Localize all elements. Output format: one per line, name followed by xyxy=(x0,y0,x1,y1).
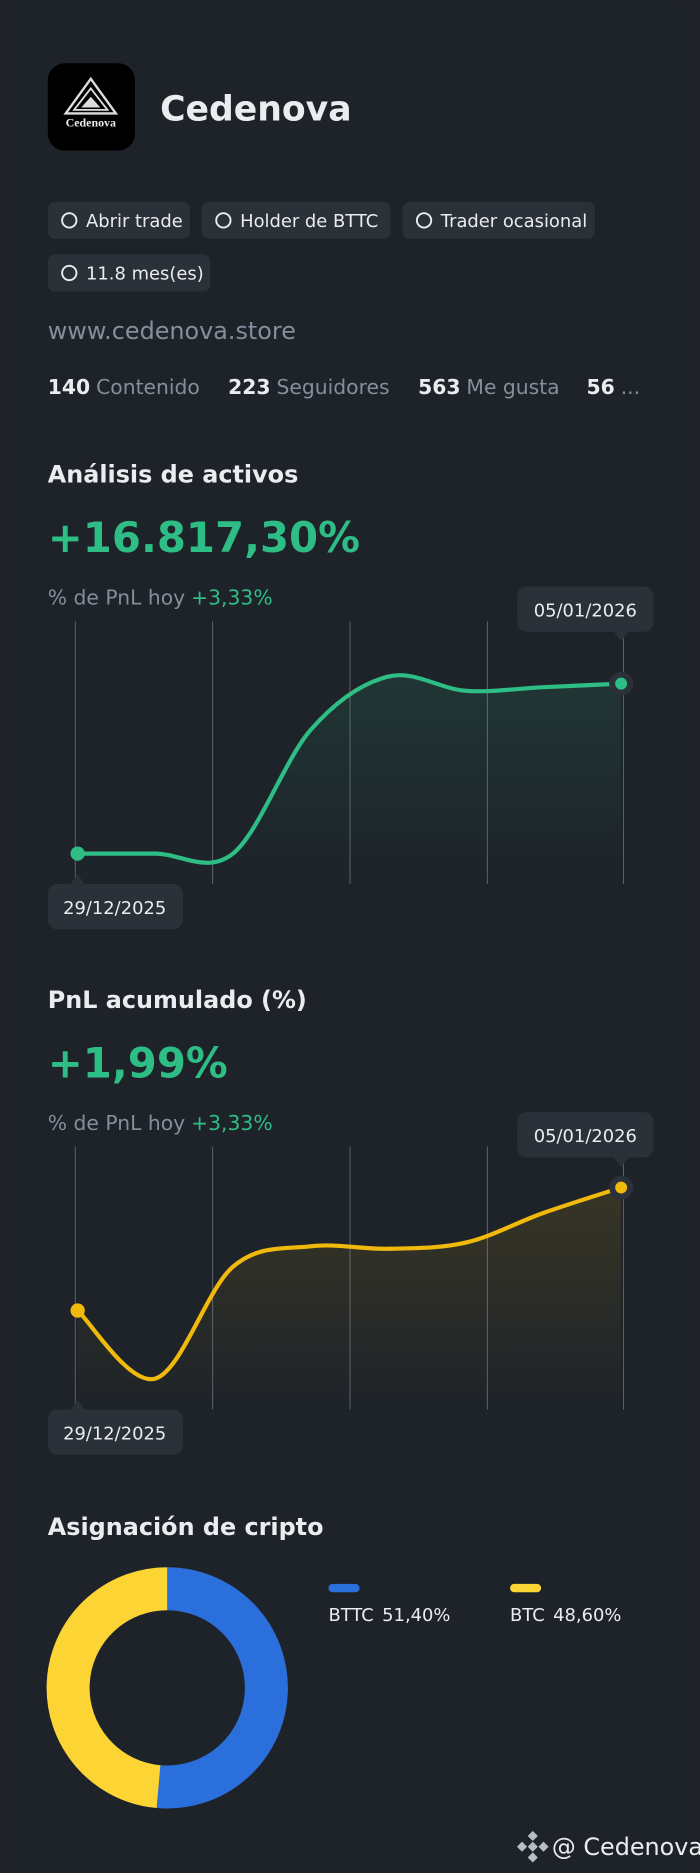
badge-icon xyxy=(61,264,78,282)
stat-label: Contenido xyxy=(96,375,200,399)
subtitle-label: % de PnL hoy xyxy=(48,585,185,609)
subtitle: % de PnL hoy +3,33% xyxy=(48,585,273,609)
badge-icon xyxy=(215,212,232,229)
subtitle-value: +3,33% xyxy=(191,585,272,609)
end-point xyxy=(615,677,628,690)
legend-label: BTTC xyxy=(328,1605,373,1626)
website: www.cedenova.store xyxy=(48,317,296,345)
badge-label: 11.8 mes(es) xyxy=(86,264,204,285)
badge xyxy=(402,201,595,239)
tooltip-pointer xyxy=(613,1157,629,1168)
stat-label: ... xyxy=(621,375,640,399)
logo: Cedenova xyxy=(47,63,135,151)
stat: 563 Me gusta xyxy=(418,375,560,399)
date-tooltip xyxy=(517,1112,654,1158)
legend-value: 48,60% xyxy=(553,1605,621,1626)
date-tooltip xyxy=(47,1409,183,1455)
badge xyxy=(47,254,211,292)
stat: 56... xyxy=(587,375,641,399)
badge-icon xyxy=(61,212,78,229)
end-date: 05/01/2026 xyxy=(534,600,637,621)
badge-label: Holder de BTTC xyxy=(240,211,378,232)
stat: 223 Seguidores xyxy=(228,375,389,399)
stat: 140 Contenido xyxy=(48,375,200,399)
line xyxy=(76,1185,622,1382)
headline-value: +16.817,30% xyxy=(48,513,360,562)
subtitle: % de PnL hoy +3,33% xyxy=(48,1111,273,1135)
line xyxy=(77,673,622,865)
stat-value: 140 xyxy=(48,375,90,399)
start-point xyxy=(70,846,85,861)
section-title: Asignación de cripto xyxy=(48,1513,324,1541)
badge-label: Abrir trade xyxy=(86,211,183,232)
legend-swatch xyxy=(328,1583,360,1593)
subtitle-label: % de PnL hoy xyxy=(48,1111,185,1135)
start-date: 29/12/2025 xyxy=(63,898,166,919)
stat-value: 223 xyxy=(228,375,270,399)
tooltip-pointer xyxy=(70,874,85,884)
start-point xyxy=(70,1303,85,1318)
line-area xyxy=(77,1187,622,1410)
legend-entry: BTC 48,60% xyxy=(510,1605,621,1626)
date-tooltip xyxy=(517,586,654,632)
badge xyxy=(47,201,190,239)
end-point xyxy=(615,1181,628,1194)
stat-value: 56 xyxy=(587,375,615,399)
badge-icon xyxy=(415,212,433,229)
profile-name: Cedenova xyxy=(160,90,352,130)
section-title: PnL acumulado (%) xyxy=(48,986,307,1014)
stat-value: 563 xyxy=(418,375,460,399)
badge-label: Trader ocasional xyxy=(440,211,587,232)
logo-text: Cedenova xyxy=(66,116,116,130)
start-date: 29/12/2025 xyxy=(63,1423,166,1444)
end-date: 05/01/2026 xyxy=(534,1126,637,1147)
stat-label: Seguidores xyxy=(277,375,390,399)
tooltip-pointer xyxy=(613,631,629,642)
subtitle-value: +3,33% xyxy=(191,1111,272,1135)
tooltip-pointer xyxy=(70,1399,85,1410)
stat-label: Me gusta xyxy=(466,375,559,399)
headline-value: +1,99% xyxy=(48,1038,228,1087)
legend-label: BTC xyxy=(510,1605,545,1626)
legend-swatch xyxy=(510,1583,542,1593)
section-title: Análisis de activos xyxy=(48,461,299,489)
legend-entry: BTTC 51,40% xyxy=(328,1605,450,1626)
footer-handle: @ Cedenova xyxy=(552,1833,700,1861)
date-tooltip xyxy=(47,883,183,930)
donut-slice xyxy=(156,1567,288,1809)
badge xyxy=(201,201,391,239)
donut-slice xyxy=(46,1567,168,1809)
line-area xyxy=(77,675,622,884)
legend-value: 51,40% xyxy=(382,1605,450,1626)
